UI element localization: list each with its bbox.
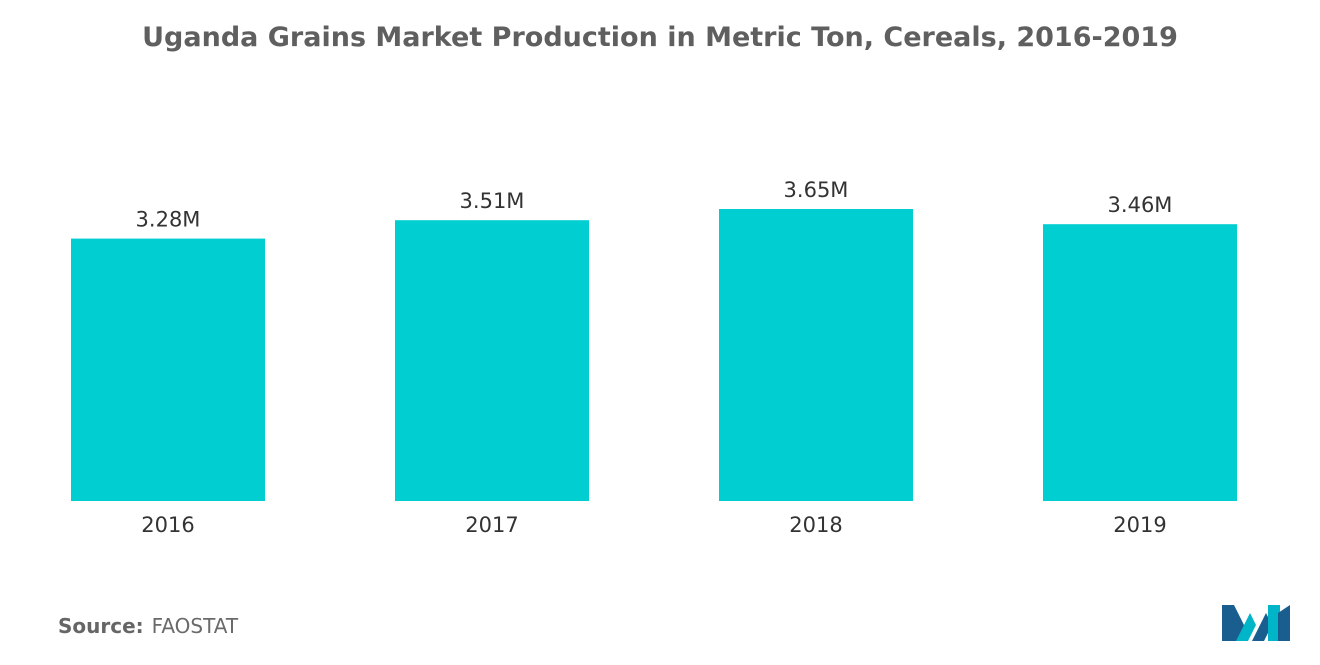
bar-chart: 3.28M 2016 3.51M 2017 3.65M 2018 3.46M 2019 (71, 178, 1237, 537)
data-label-2019: 3.46M (1108, 193, 1173, 217)
x-tick-label-2017: 2017 (465, 513, 518, 537)
source-value: FAOSTAT (151, 614, 239, 638)
data-label-2017: 3.51M (460, 189, 525, 213)
source-note: Source: FAOSTAT (58, 614, 238, 638)
x-tick-label-2018: 2018 (789, 513, 842, 537)
x-tick-label-2019: 2019 (1113, 513, 1166, 537)
data-label-2016: 3.28M (136, 208, 201, 232)
bar-2019 (1043, 224, 1237, 501)
x-tick-label-2016: 2016 (141, 513, 194, 537)
source-label: Source: (58, 614, 144, 638)
data-label-2018: 3.65M (784, 178, 849, 202)
bar-2017 (395, 220, 589, 501)
bar-2016 (71, 238, 265, 501)
mordor-intelligence-logo-icon (1222, 605, 1290, 641)
chart-title: Uganda Grains Market Production in Metri… (142, 22, 1178, 53)
bar-2018 (719, 209, 913, 501)
